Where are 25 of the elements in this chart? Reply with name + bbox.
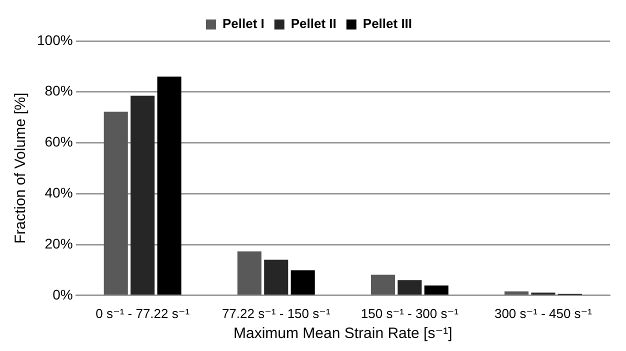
y-tick-label: 0% bbox=[52, 286, 73, 302]
legend-label: Pellet III bbox=[362, 16, 412, 32]
y-axis-title: Fraction of Volume [%] bbox=[12, 92, 30, 244]
y-tick-label: 100% bbox=[36, 32, 73, 48]
bar bbox=[370, 274, 395, 295]
legend-label: Pellet I bbox=[222, 16, 264, 32]
bar bbox=[157, 76, 182, 295]
bar bbox=[130, 96, 155, 295]
bar bbox=[290, 270, 315, 295]
bar bbox=[237, 251, 262, 295]
y-tick-label: 20% bbox=[44, 235, 73, 252]
y-tick-label: 60% bbox=[44, 134, 73, 150]
bar bbox=[264, 260, 288, 295]
x-tick-label: 0 s⁻¹ - 77.22 s⁻¹ bbox=[96, 306, 190, 321]
bar bbox=[398, 280, 422, 295]
y-tick-label: 80% bbox=[44, 82, 73, 99]
bar bbox=[504, 291, 529, 295]
y-tick-label: 40% bbox=[44, 184, 73, 200]
legend-label: Pellet II bbox=[290, 16, 336, 32]
x-axis-title: Maximum Mean Strain Rate [s⁻¹] bbox=[233, 325, 452, 342]
x-tick-label: 300 s⁻¹ - 450 s⁻¹ bbox=[494, 306, 593, 321]
x-tick-label: 150 s⁻¹ - 300 s⁻¹ bbox=[360, 306, 460, 321]
bar bbox=[424, 285, 448, 295]
bar bbox=[104, 112, 128, 295]
x-tick-label: 77.22 s⁻¹ - 150 s⁻¹ bbox=[222, 306, 331, 321]
